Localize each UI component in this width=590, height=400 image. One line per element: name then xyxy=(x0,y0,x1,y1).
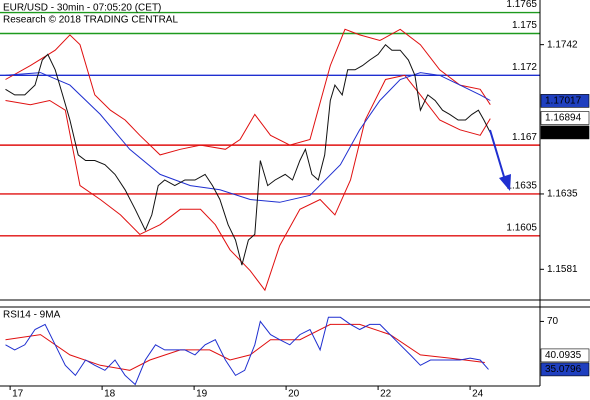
series-line xyxy=(5,28,491,156)
price-marker xyxy=(540,94,590,108)
price-marker-label: 1.17017 xyxy=(545,96,582,107)
x-tick-label: 19 xyxy=(196,389,208,400)
level-label: 1.175 xyxy=(512,20,537,31)
panel-title: RSI14 - 9MA xyxy=(3,310,61,321)
series-line xyxy=(5,316,489,386)
price-marker xyxy=(540,348,590,363)
y-tick-label: 1.1635 xyxy=(547,189,578,200)
series-line xyxy=(5,74,491,292)
arrow-head xyxy=(499,174,511,191)
y-tick-label: 1.1581 xyxy=(547,264,578,275)
y-tick-label: 70 xyxy=(547,316,559,327)
price-marker xyxy=(540,111,590,125)
level-label: 1.172 xyxy=(512,62,537,73)
level-label: 1.1765 xyxy=(506,0,537,10)
y-tick-label: 1.1742 xyxy=(547,39,578,50)
series-line xyxy=(5,43,491,266)
level-label: 1.1605 xyxy=(506,222,537,233)
series-line xyxy=(5,323,485,371)
chart-title: EUR/USD - 30min - 07:05:20 (CET) xyxy=(3,3,161,14)
level-label: 1.1635 xyxy=(506,181,537,192)
x-tick-label: 24 xyxy=(472,389,484,400)
x-tick-label: 17 xyxy=(12,389,24,400)
series-line xyxy=(5,72,491,203)
x-tick-label: 18 xyxy=(104,389,116,400)
price-marker-label: 35.0796 xyxy=(545,364,582,375)
price-marker xyxy=(540,362,590,377)
price-marker-label: 1.16894 xyxy=(545,113,582,124)
x-tick-label: 20 xyxy=(288,389,300,400)
projection-arrow xyxy=(489,129,506,181)
chart-subtitle: Research © 2018 TRADING CENTRAL xyxy=(3,15,178,26)
price-marker xyxy=(540,125,590,140)
level-label: 1.167 xyxy=(512,132,537,143)
price-marker-label: 40.0935 xyxy=(545,350,582,361)
x-tick-label: 22 xyxy=(380,389,392,400)
price-marker-label: 1.16791 xyxy=(545,127,582,138)
